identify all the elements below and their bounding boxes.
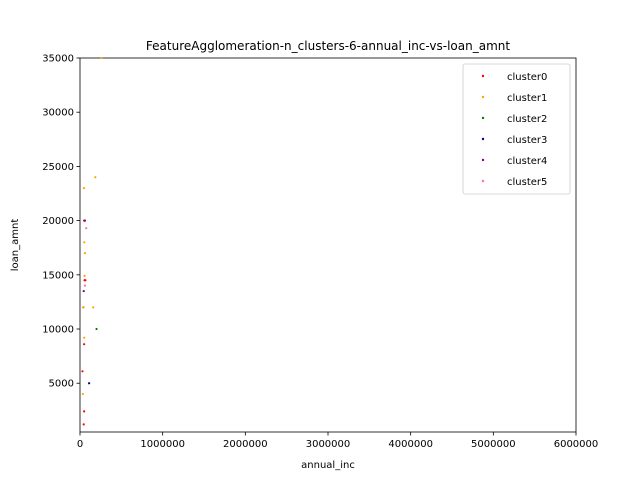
- data-point-cluster4: [82, 289, 85, 293]
- legend-label: cluster4: [507, 156, 547, 167]
- legend-box: [462, 63, 571, 195]
- data-point-cluster1: [100, 56, 103, 60]
- legend-label: cluster3: [507, 135, 547, 146]
- data-point-cluster1: [83, 336, 86, 339]
- data-point-cluster0: [83, 410, 86, 413]
- legend-marker-cluster3: [481, 137, 485, 141]
- y-tick-label: 30000: [42, 108, 74, 119]
- x-tick-label: 3000000: [306, 439, 351, 450]
- legend-marker-cluster1: [481, 95, 485, 99]
- y-tick-label: 25000: [42, 162, 74, 173]
- legend-marker-cluster5: [481, 179, 485, 183]
- legend-label: cluster5: [507, 177, 547, 188]
- data-point-cluster3: [87, 382, 91, 385]
- y-tick-label: 10000: [42, 325, 74, 336]
- data-point-cluster4: [83, 219, 87, 222]
- legend-marker-cluster2: [481, 116, 485, 120]
- data-point-cluster5: [83, 284, 87, 287]
- y-tick-label: 5000: [49, 379, 74, 390]
- data-point-cluster1: [83, 252, 87, 255]
- data-point-cluster0: [84, 279, 87, 282]
- data-point-cluster1: [94, 176, 97, 179]
- data-point-cluster1: [83, 274, 86, 277]
- x-axis-label: annual_inc: [301, 460, 355, 471]
- data-point-cluster2: [95, 327, 98, 331]
- y-tick-label: 15000: [42, 270, 74, 281]
- data-point-cluster1: [81, 392, 84, 396]
- y-tick-label: 20000: [42, 216, 74, 227]
- legend-marker-cluster0: [481, 74, 485, 78]
- legend-label: cluster0: [507, 72, 547, 83]
- legend-marker-cluster4: [481, 158, 485, 162]
- x-tick-label: 2000000: [223, 439, 268, 450]
- data-point-cluster0: [83, 343, 86, 346]
- legend-label: cluster2: [507, 114, 547, 125]
- data-point-cluster5: [85, 227, 88, 230]
- data-point-cluster0: [81, 370, 84, 373]
- data-point-cluster0: [82, 423, 85, 426]
- x-tick-label: 0: [77, 439, 83, 450]
- chart-title: FeatureAgglomeration-n_clusters-6-annual…: [146, 39, 510, 53]
- data-point-cluster1: [83, 241, 86, 244]
- data-point-cluster1: [82, 306, 85, 309]
- legend-label: cluster1: [507, 93, 547, 104]
- data-point-cluster1: [92, 306, 95, 309]
- y-tick-label: 35000: [42, 54, 74, 65]
- x-tick-label: 5000000: [471, 439, 516, 450]
- y-axis-label: loan_amnt: [10, 219, 21, 272]
- x-tick-label: 1000000: [140, 439, 185, 450]
- x-tick-label: 6000000: [554, 439, 599, 450]
- data-point-cluster1: [82, 186, 86, 190]
- x-tick-label: 4000000: [388, 439, 433, 450]
